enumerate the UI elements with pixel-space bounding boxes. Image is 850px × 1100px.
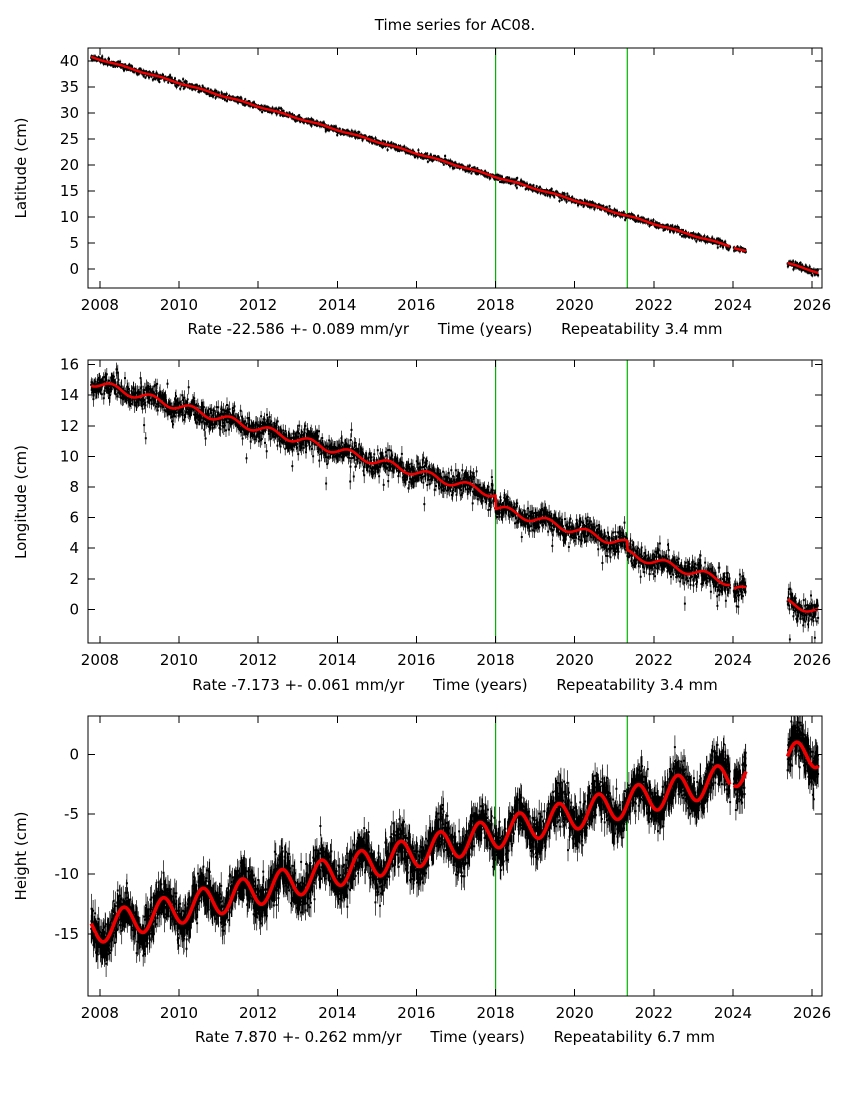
height-repeatability-label: Repeatability 6.7 mm (553, 1028, 716, 1046)
latitude-footer: Rate -22.586 +- 0.089 mm/yr Time (years)… (88, 320, 822, 338)
height-chart-svg: 2008 2010 2012 2014 2016 2018 2020 2022 2024 2026… (55, 715, 831, 1022)
svg-text:2008: 2008 (81, 651, 119, 669)
svg-text:2018: 2018 (477, 1004, 515, 1022)
latitude-rate-label: Rate -22.586 +- 0.089 mm/yr (187, 320, 410, 338)
svg-text:10: 10 (60, 447, 79, 465)
svg-text:2016: 2016 (397, 296, 435, 314)
svg-text:2022: 2022 (635, 1004, 673, 1022)
longitude-chart-svg: 2008 2010 2012 2014 2016 2018 2020 2022 2024 2026… (60, 356, 831, 669)
svg-text:2012: 2012 (239, 296, 277, 314)
svg-text:-15: -15 (55, 925, 80, 943)
svg-text:2010: 2010 (160, 296, 198, 314)
latitude-panel: Latitude (cm) 2008 2010 2012 2014 2016 2018 20… (0, 38, 850, 338)
latitude-repeatability-label: Repeatability 3.4 mm (561, 320, 723, 338)
svg-text:20: 20 (60, 156, 79, 174)
height-panel: Height (cm) 2008 2010 2012 2014 2016 2018 2020… (0, 708, 850, 1046)
longitude-footer: Rate -7.173 +- 0.061 mm/yr Time (years) … (88, 676, 822, 694)
height-footer: Rate 7.870 +- 0.262 mm/yr Time (years) R… (88, 1028, 822, 1046)
svg-text:2026: 2026 (793, 296, 831, 314)
svg-text:2020: 2020 (556, 1004, 594, 1022)
svg-text:6: 6 (69, 509, 79, 527)
svg-text:2016: 2016 (397, 1004, 435, 1022)
svg-text:0: 0 (69, 745, 79, 763)
svg-text:2026: 2026 (793, 1004, 831, 1022)
svg-text:2012: 2012 (239, 1004, 277, 1022)
chart-title: Time series for AC08. (374, 16, 536, 34)
svg-text:4: 4 (69, 539, 79, 557)
svg-text:0: 0 (69, 600, 79, 618)
svg-text:2010: 2010 (160, 1004, 198, 1022)
svg-text:2024: 2024 (714, 1004, 752, 1022)
svg-text:10: 10 (60, 208, 79, 226)
latitude-y-axis-label: Latitude (cm) (12, 117, 30, 219)
height-y-axis-label: Height (cm) (12, 811, 30, 901)
svg-text:2020: 2020 (556, 651, 594, 669)
svg-text:2014: 2014 (318, 296, 356, 314)
svg-text:2018: 2018 (477, 296, 515, 314)
latitude-x-axis-label: Time (years) (437, 320, 533, 338)
longitude-x-axis-label: Time (years) (433, 676, 528, 694)
svg-text:2: 2 (69, 570, 79, 588)
svg-text:35: 35 (60, 78, 79, 96)
svg-text:2022: 2022 (635, 651, 673, 669)
svg-text:2014: 2014 (318, 651, 356, 669)
latitude-chart-svg: 2008 2010 2012 2014 2016 2018 2020 2022 2024 2026… (60, 47, 831, 314)
svg-text:30: 30 (60, 104, 79, 122)
svg-text:2020: 2020 (556, 296, 594, 314)
height-x-axis-label: Time (years) (430, 1028, 525, 1046)
svg-text:16: 16 (60, 356, 79, 374)
svg-text:2008: 2008 (81, 296, 119, 314)
svg-text:12: 12 (60, 417, 79, 435)
svg-text:2008: 2008 (81, 1004, 119, 1022)
svg-text:2024: 2024 (714, 651, 752, 669)
svg-text:8: 8 (69, 478, 79, 496)
longitude-rate-label: Rate -7.173 +- 0.061 mm/yr (192, 676, 405, 694)
svg-text:-10: -10 (55, 865, 80, 883)
svg-text:2026: 2026 (793, 651, 831, 669)
svg-text:-5: -5 (64, 805, 79, 823)
svg-text:5: 5 (69, 234, 79, 252)
svg-text:2016: 2016 (397, 651, 435, 669)
svg-text:25: 25 (60, 130, 79, 148)
svg-text:14: 14 (60, 386, 79, 404)
height-rate-label: Rate 7.870 +- 0.262 mm/yr (194, 1028, 402, 1046)
svg-text:2014: 2014 (318, 1004, 356, 1022)
svg-text:15: 15 (60, 182, 79, 200)
svg-text:0: 0 (69, 260, 79, 278)
svg-text:2012: 2012 (239, 651, 277, 669)
svg-text:2022: 2022 (635, 296, 673, 314)
svg-text:2018: 2018 (477, 651, 515, 669)
svg-text:40: 40 (60, 52, 79, 70)
longitude-y-axis-label: Longitude (cm) (12, 445, 30, 559)
longitude-panel: Longitude (cm) 2008 2010 2012 2014 2016 2018 2… (0, 352, 850, 694)
longitude-repeatability-label: Repeatability 3.4 mm (556, 676, 718, 694)
svg-text:2024: 2024 (714, 296, 752, 314)
svg-text:2010: 2010 (160, 651, 198, 669)
